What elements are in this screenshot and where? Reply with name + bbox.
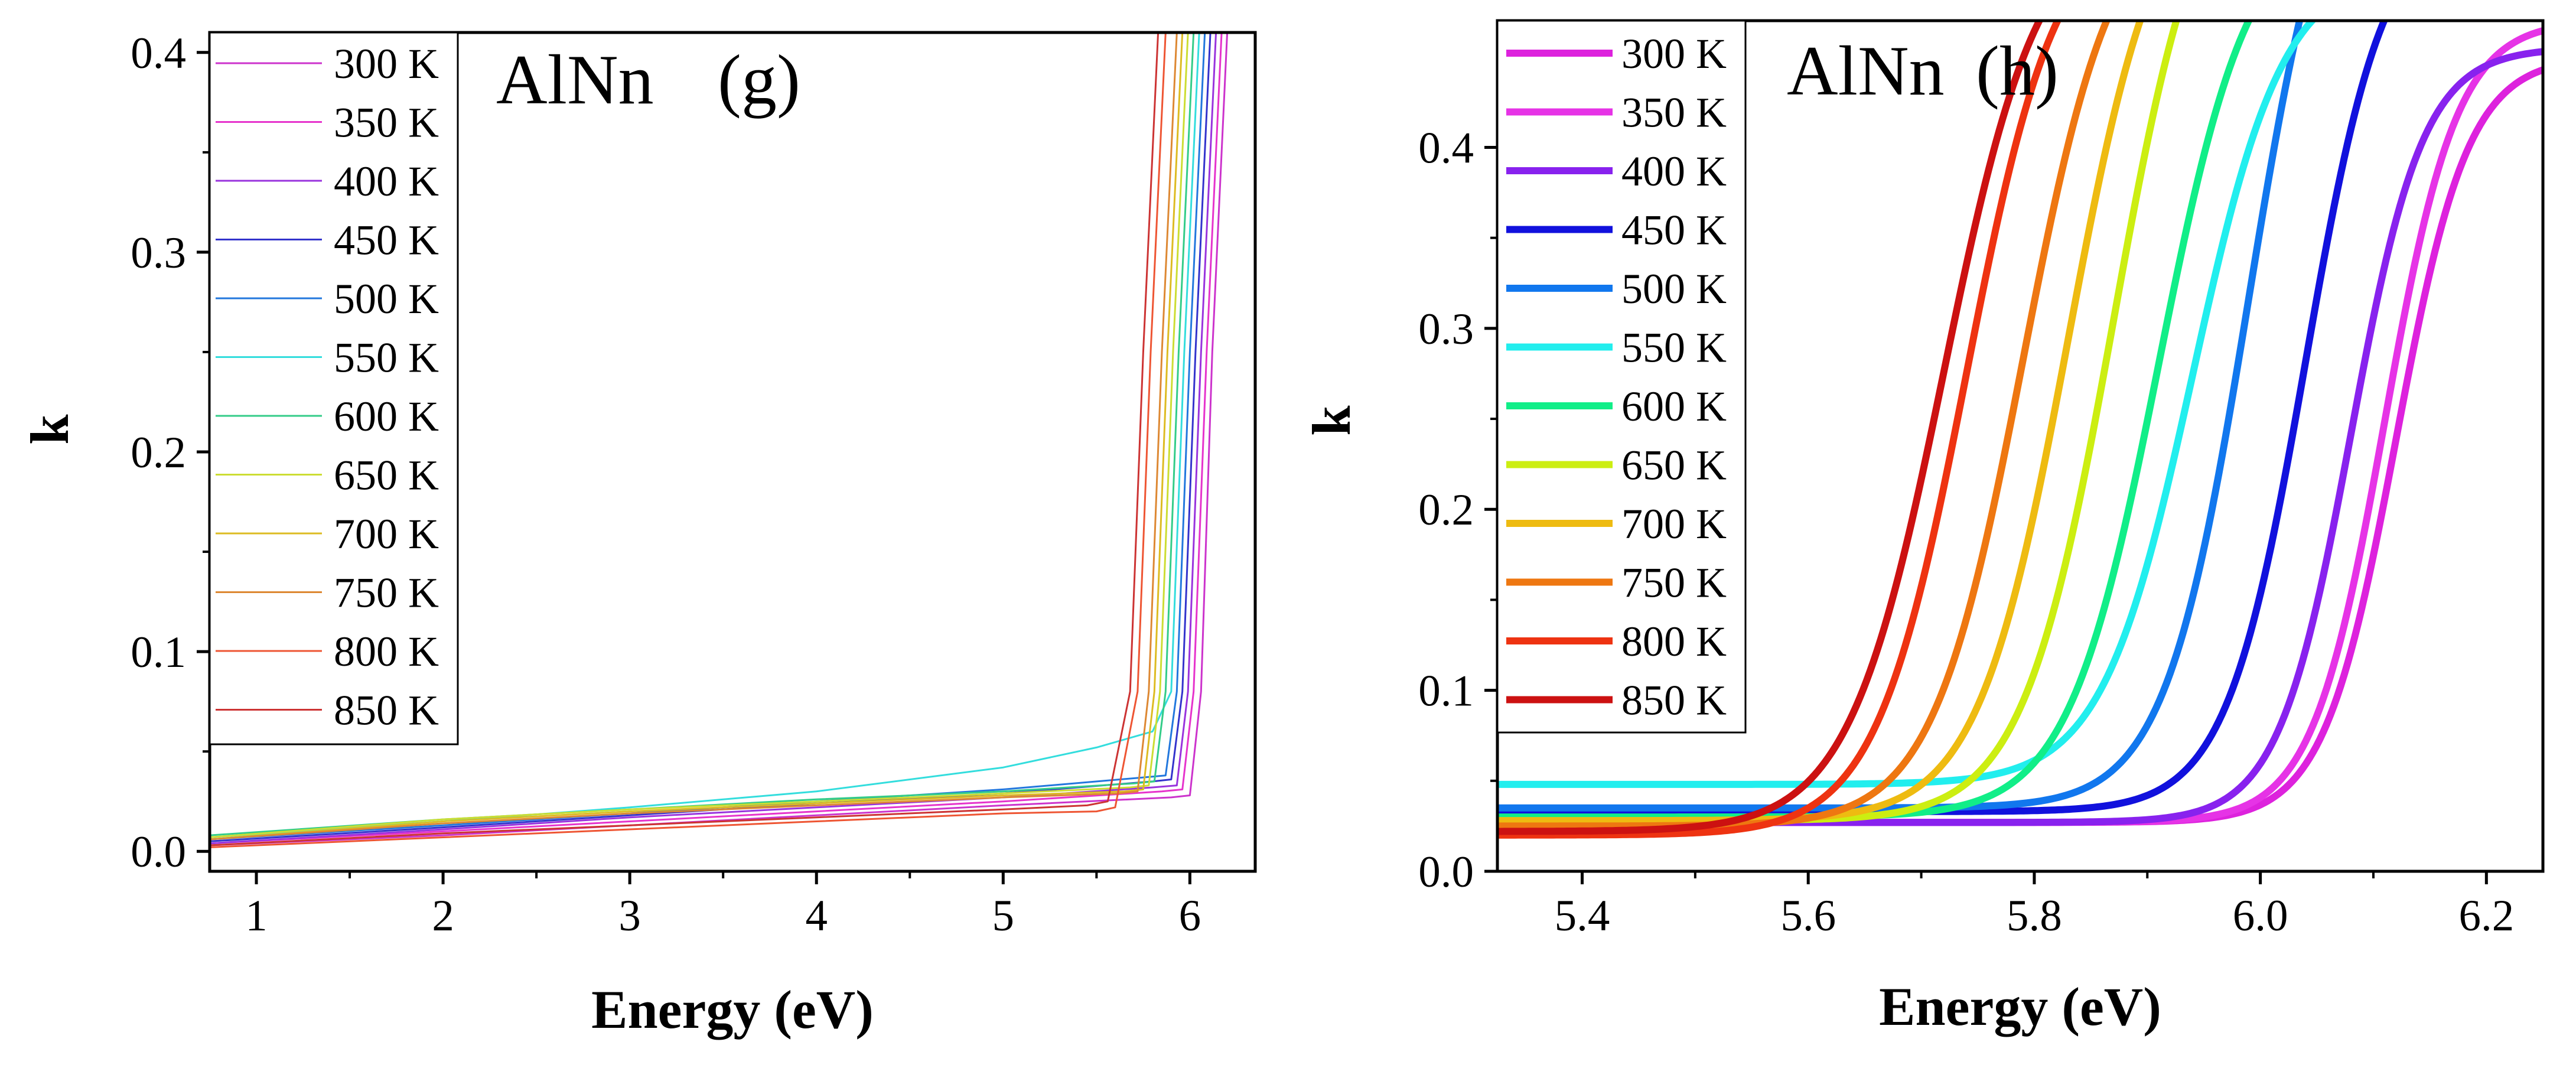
x-tick-label-h: 6.0: [2233, 891, 2288, 940]
legend-label-g: 450 K: [334, 217, 439, 264]
series-line-g-750K: [210, 32, 1178, 841]
chart-panel-h: 5.4 5.6 5.8 6.0 6.2 0.0 0.1 0.2 0.3 0.4 300 K 350 …: [1301, 19, 2545, 1037]
legend-label-h: 450 K: [1621, 207, 1727, 254]
legend-label-h: 350 K: [1621, 89, 1727, 136]
legend-label-h: 550 K: [1621, 324, 1727, 372]
y-axis-label-h: k: [1301, 405, 1362, 436]
legend-label-h: 750 K: [1621, 559, 1727, 607]
legend-label-h: 800 K: [1621, 618, 1727, 665]
legend-label-g: 700 K: [334, 510, 439, 558]
legend-label-g: 800 K: [334, 628, 439, 675]
x-tick-label-g: 5: [992, 891, 1015, 940]
chart-title-g: AlNn: [496, 40, 654, 119]
y-tick-label-g: 0.2: [131, 428, 186, 477]
y-tick-label-h: 0.2: [1418, 486, 1474, 535]
series-line-g-350K: [210, 32, 1223, 845]
series-line-h-550K: [1497, 21, 2317, 788]
legend-label-h: 650 K: [1621, 442, 1727, 489]
x-tick-label-h: 6.2: [2458, 891, 2514, 940]
chart-panel-g: 1 2 3 4 5 6 0.0 0.1 0.2 0.3 0.4 300 K 350 K 400 K 450…: [19, 29, 1257, 1040]
legend-h: 300 K 350 K 400 K 450 K 500 K 550 K 600 K 650 K…: [1496, 19, 1747, 734]
series-line-h-800K: [1497, 21, 2062, 839]
legend-box-g: [209, 31, 459, 745]
legend-label-h: 600 K: [1621, 383, 1727, 430]
legend-box-h: [1496, 19, 1747, 734]
series-line-h-450K: [1497, 21, 2388, 815]
y-tick-label-g: 0.3: [131, 229, 186, 278]
legend-label-h: 500 K: [1621, 265, 1727, 312]
series-line-g-650K: [210, 32, 1189, 838]
plot-area-h: [1497, 21, 2543, 839]
x-tick-label-h: 5.6: [1780, 891, 1836, 940]
x-tick-label-g: 6: [1179, 891, 1201, 940]
series-line-g-850K: [210, 32, 1160, 846]
axis-ticks-g: 1 2 3 4 5 6 0.0 0.1 0.2 0.3 0.4: [131, 29, 1201, 940]
panel-label-g: (g): [718, 40, 800, 119]
legend-label-g: 850 K: [334, 687, 439, 734]
legend-g: 300 K 350 K 400 K 450 K 500 K 550 K 600 K 650 K…: [209, 31, 459, 745]
series-line-g-800K: [210, 32, 1167, 848]
series-line-h-500K: [1497, 21, 2304, 812]
legend-label-g: 400 K: [334, 158, 439, 205]
series-line-g-300K: [210, 32, 1229, 846]
x-axis-label-h: Energy (eV): [1879, 976, 2161, 1037]
x-axis-label-g: Energy (eV): [591, 979, 874, 1040]
legend-label-g: 550 K: [334, 334, 439, 382]
y-axis-label-g: k: [19, 414, 80, 445]
y-tick-label-g: 0.1: [131, 628, 186, 677]
series-line-h-850K: [1497, 21, 2044, 835]
y-tick-label-h: 0.1: [1418, 667, 1474, 716]
x-tick-label-g: 2: [432, 891, 454, 940]
series-line-g-700K: [210, 32, 1184, 841]
plot-area-g: [210, 32, 1229, 848]
x-tick-label-h: 5.8: [2007, 891, 2062, 940]
x-tick-label-h: 5.4: [1555, 891, 1610, 940]
y-tick-label-g: 0.4: [131, 29, 186, 78]
y-tick-label-h: 0.3: [1418, 305, 1474, 354]
legend-label-h: 300 K: [1621, 30, 1727, 77]
legend-label-g: 650 K: [334, 452, 439, 499]
y-tick-label-h: 0.4: [1418, 123, 1474, 172]
legend-label-g: 500 K: [334, 275, 439, 323]
panel-label-h: (h): [1976, 31, 2059, 110]
chart-title-h: AlNn: [1787, 31, 1945, 110]
legend-label-h: 850 K: [1621, 677, 1727, 724]
series-line-g-500K: [210, 32, 1206, 841]
legend-label-g: 350 K: [334, 99, 439, 146]
legend-label-h: 700 K: [1621, 500, 1727, 548]
legend-label-g: 300 K: [334, 40, 439, 87]
axis-ticks-h: 5.4 5.6 5.8 6.0 6.2 0.0 0.1 0.2 0.3 0.4: [1418, 123, 2514, 940]
x-tick-label-g: 3: [618, 891, 641, 940]
legend-label-h: 400 K: [1621, 148, 1727, 195]
y-tick-label-h: 0.0: [1418, 848, 1474, 897]
x-tick-label-g: 1: [245, 891, 268, 940]
series-line-h-700K: [1497, 21, 2144, 825]
x-tick-label-g: 4: [805, 891, 828, 940]
legend-label-g: 750 K: [334, 569, 439, 617]
legend-label-g: 600 K: [334, 393, 439, 440]
y-tick-label-g: 0.0: [131, 828, 186, 877]
